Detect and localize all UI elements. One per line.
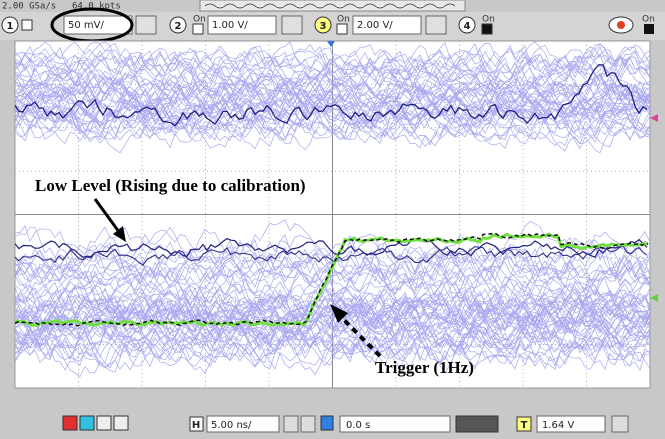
- run-button[interactable]: [63, 416, 77, 430]
- sample-rate: 2.00 GSa/s: [2, 2, 56, 12]
- oscilloscope: 2.00 GSa/s 64.0 kpts 1 50 mV/ 2 On 1.00 …: [0, 0, 665, 439]
- trigger-annotation: Trigger (1Hz): [375, 358, 474, 377]
- ch4-checkbox[interactable]: [482, 24, 492, 34]
- ch1-scale: 50 mV/: [68, 20, 104, 31]
- delay: 0.0 s: [346, 420, 370, 431]
- trigger-slope[interactable]: [612, 416, 628, 432]
- zoom-button[interactable]: [301, 416, 315, 432]
- display-icon: [617, 21, 625, 29]
- zoom-button[interactable]: [284, 416, 298, 432]
- display-checkbox[interactable]: [644, 24, 654, 34]
- trigger-level: 1.64 V: [542, 420, 574, 431]
- ch2-scale: 1.00 V/: [212, 20, 248, 31]
- ch3-checkbox[interactable]: [337, 24, 347, 34]
- display-on: On: [642, 15, 655, 25]
- delay-arrows[interactable]: [456, 416, 498, 432]
- single-button[interactable]: [80, 416, 94, 430]
- page: 2.00 GSa/s 64.0 kpts 1 50 mV/ 2 On 1.00 …: [0, 0, 665, 439]
- delay-icon: [321, 416, 333, 430]
- ch3-scale: 2.00 V/: [357, 20, 393, 31]
- ch2-on: On: [193, 15, 206, 25]
- ch4-number: 4: [464, 21, 471, 32]
- print-button[interactable]: [114, 416, 128, 430]
- tool-button[interactable]: [97, 416, 111, 430]
- low-level-annotation: Low Level (Rising due to calibration): [35, 176, 306, 195]
- timebase-key: H: [192, 420, 200, 431]
- ch4-on: On: [482, 15, 495, 25]
- trigger-key: T: [521, 420, 528, 431]
- ch1-coupling[interactable]: [136, 16, 156, 34]
- timebase: 5.00 ns/: [211, 420, 252, 431]
- ch2-checkbox[interactable]: [193, 24, 203, 34]
- ch3-coupling[interactable]: [426, 16, 446, 34]
- ch3-number: 3: [320, 21, 327, 32]
- ch2-coupling[interactable]: [282, 16, 302, 34]
- ch1-number: 1: [7, 21, 14, 32]
- ch2-number: 2: [175, 21, 182, 32]
- ch3-on: On: [337, 15, 350, 25]
- ch1-checkbox[interactable]: [22, 20, 32, 30]
